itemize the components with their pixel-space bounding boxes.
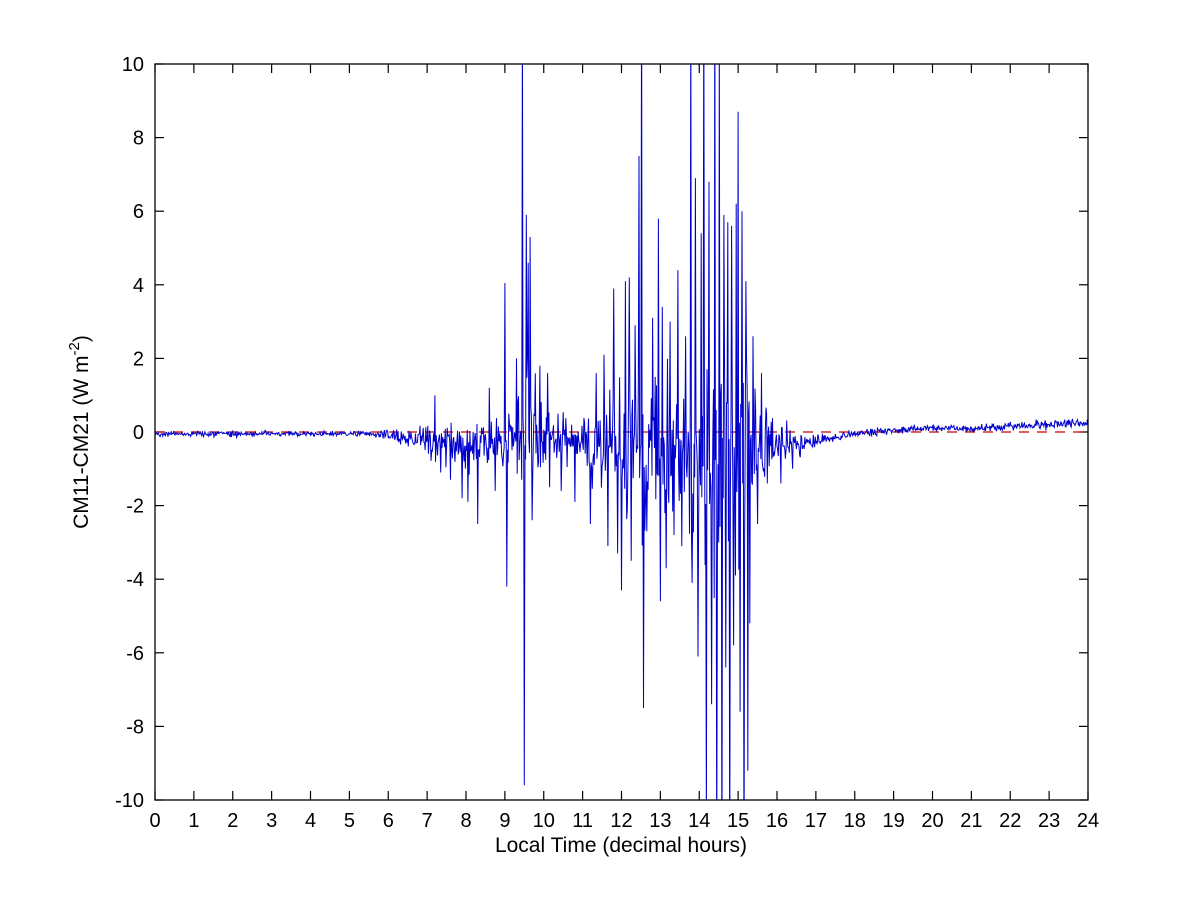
difference-series-line	[155, 64, 1088, 800]
y-tick-label: -10	[115, 790, 144, 812]
x-tick-label: 3	[266, 810, 277, 832]
x-tick-label: 9	[499, 810, 510, 832]
x-tick-label: 2	[227, 810, 238, 832]
axes-box	[154, 63, 1089, 801]
x-tick-label: 18	[844, 810, 866, 832]
tick-labels: 0 1 2 3 4 5 6 7 8 9 10 11 12 13 14 15 16 17 18 19 20 21 22 23 24…	[115, 54, 1099, 832]
x-tick-label: 19	[883, 810, 905, 832]
y-tick-label: 2	[133, 348, 144, 370]
x-tick-label: 8	[460, 810, 471, 832]
y-tick-label: -6	[126, 643, 144, 665]
x-tick-label: 5	[344, 810, 355, 832]
y-tick-label: -8	[126, 716, 144, 738]
x-tick-label: 14	[688, 810, 710, 832]
x-tick-label: 22	[999, 810, 1021, 832]
x-tick-label: 16	[766, 810, 788, 832]
y-tick-label: -2	[126, 496, 144, 518]
x-tick-label: 23	[1038, 810, 1060, 832]
y-tick-label: 0	[133, 422, 144, 444]
x-tick-label: 4	[305, 810, 316, 832]
x-tick-label: 20	[921, 810, 943, 832]
x-tick-label: 6	[383, 810, 394, 832]
x-tick-label: 10	[533, 810, 555, 832]
y-tick-label: -4	[126, 569, 144, 591]
x-tick-label: 1	[188, 810, 199, 832]
y-tick-label: 4	[133, 275, 144, 297]
x-tick-label: 11	[572, 810, 593, 832]
x-tick-label: 21	[960, 810, 982, 832]
x-tick-label: 7	[422, 810, 433, 832]
x-tick-label: 17	[805, 810, 827, 832]
y-axis-label: CM11-CM21 (W m-2)	[66, 335, 93, 529]
x-tick-label: 12	[610, 810, 632, 832]
x-axis-label: Local Time (decimal hours)	[495, 834, 747, 857]
x-tick-label: 15	[727, 810, 749, 832]
x-tick-label: 13	[649, 810, 671, 832]
y-tick-label: 6	[133, 201, 144, 223]
data-series-layer	[155, 64, 1088, 800]
x-tick-label: 24	[1077, 810, 1099, 832]
y-tick-label: 8	[133, 128, 144, 150]
x-tick-label: 0	[149, 810, 160, 832]
y-tick-label: 10	[122, 54, 144, 76]
